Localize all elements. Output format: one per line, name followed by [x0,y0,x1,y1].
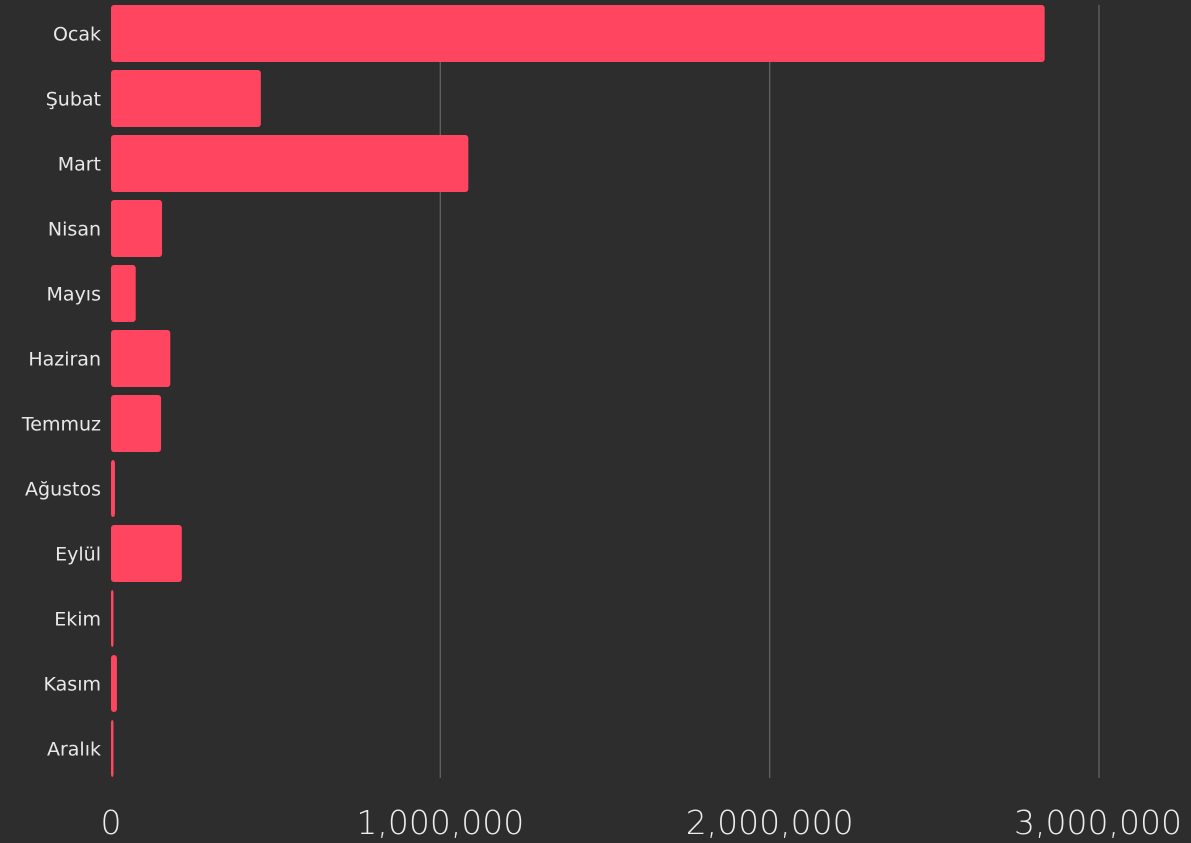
x-tick-label-2: 2,000,000 [686,803,854,842]
category-label-4: Mayıs [47,284,101,306]
bar-1 [111,70,261,127]
category-label-5: Haziran [28,349,101,371]
category-label-0: Ocak [53,24,101,46]
category-label-2: Mart [58,154,101,176]
bar-9 [111,590,114,647]
category-label-9: Ekim [54,609,101,631]
grid-layer [439,5,1100,778]
x-tick-label-3: 3,000,000 [1014,803,1182,842]
category-label-10: Kasım [44,674,101,696]
bar-10 [111,655,117,712]
bar-3 [111,200,163,257]
bar-6 [111,395,162,452]
bar-5 [111,330,171,387]
x-tick-label-0: 0 [101,803,122,842]
category-axis: Ocak Şubat Mart Nisan Mayıs Haziran Temmuz Ağus… [21,24,101,761]
category-label-1: Şubat [46,89,101,111]
category-label-6: Temmuz [21,414,101,436]
value-axis: 0 1,000,000 2,000,000 3,000,000 [101,803,1183,842]
x-tick-label-1: 1,000,000 [356,803,524,842]
bar-7 [111,460,115,517]
bar-2 [111,135,469,192]
bar-8 [111,525,182,582]
bar-0 [111,5,1045,62]
bar-11 [111,720,114,777]
category-label-11: Aralık [47,739,101,761]
category-label-7: Ağustos [25,479,101,501]
category-label-3: Nisan [48,219,101,241]
bar-4 [111,265,136,322]
category-label-8: Eylül [55,544,101,566]
bar-layer [111,5,1045,777]
